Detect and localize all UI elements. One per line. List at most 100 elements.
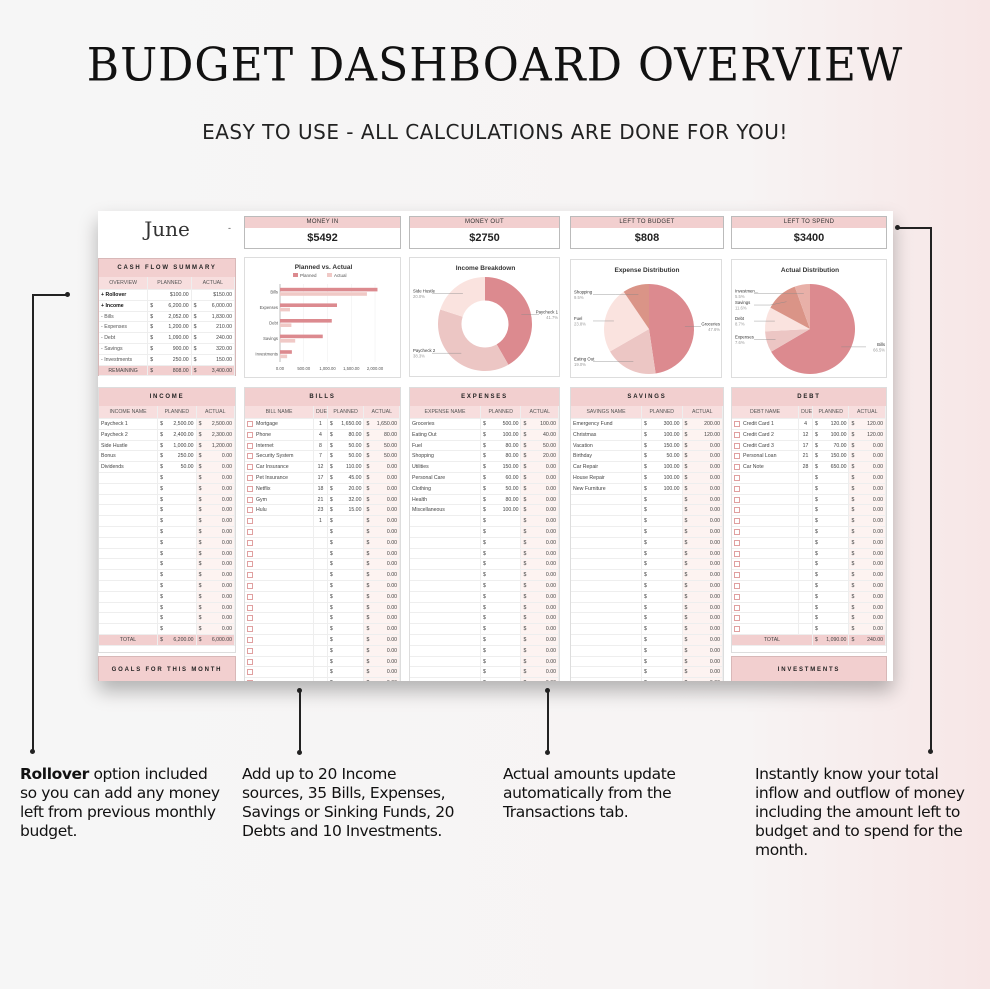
income-row[interactable]: $ $0.00	[99, 526, 235, 538]
bills-name-cell[interactable]	[245, 613, 315, 624]
savings-row[interactable]: $$0.00	[571, 570, 723, 581]
bills-name-cell[interactable]: Security System	[245, 451, 315, 462]
savings-row[interactable]: Christmas $100.00 $120.00	[571, 429, 723, 441]
savings-name-cell[interactable]	[571, 580, 643, 591]
debt-name-cell[interactable]: Personal Loan	[732, 451, 800, 462]
checkbox[interactable]	[247, 572, 253, 579]
bills-name-cell[interactable]	[245, 624, 315, 634]
income-name-cell[interactable]	[99, 624, 159, 634]
debt-row[interactable]: $ $0.00	[732, 472, 886, 484]
debt-row[interactable]: Credit Card 3 17 $70.00 $0.00	[732, 440, 886, 452]
expenses-name-cell[interactable]	[410, 570, 482, 580]
expenses-row[interactable]: Eating Out $100.00 $40.00	[410, 429, 559, 441]
bills-row[interactable]: Car Insurance 12 $110.00 $0.00	[245, 462, 400, 473]
bills-name-cell[interactable]	[245, 516, 315, 526]
checkbox[interactable]	[247, 680, 253, 681]
savings-row[interactable]: $$0.00	[571, 613, 723, 625]
debt-row[interactable]: Credit Card 1 4 $120.00 $120.00	[732, 419, 886, 430]
bills-row[interactable]: $$0.00	[245, 667, 400, 679]
bills-name-cell[interactable]	[245, 537, 315, 548]
checkbox[interactable]	[734, 518, 740, 525]
savings-row[interactable]: $$0.00	[571, 645, 723, 657]
income-row[interactable]: $ $0.00	[99, 494, 235, 506]
savings-row[interactable]: New Furniture $100.00 $0.00	[571, 483, 723, 495]
expenses-name-cell[interactable]	[410, 548, 482, 559]
checkbox[interactable]	[247, 496, 253, 503]
checkbox[interactable]	[247, 431, 253, 438]
savings-name-cell[interactable]	[571, 678, 643, 681]
debt-row[interactable]: $ $0.00	[732, 570, 886, 581]
checkbox[interactable]	[247, 485, 253, 492]
bills-row[interactable]: Pet Insurance 17 $45.00 $0.00	[245, 472, 400, 484]
savings-row[interactable]: $$0.00	[571, 526, 723, 538]
debt-row[interactable]: $ $0.00	[732, 548, 886, 560]
savings-row[interactable]: Car Repair $100.00 $0.00	[571, 462, 723, 473]
bills-row[interactable]: $$0.00	[245, 624, 400, 635]
expenses-name-cell[interactable]: Eating Out	[410, 429, 482, 440]
bills-name-cell[interactable]	[245, 678, 315, 681]
expenses-row[interactable]: Personal Care $60.00 $0.00	[410, 472, 559, 484]
savings-row[interactable]: $$0.00	[571, 537, 723, 549]
expenses-name-cell[interactable]: Clothing	[410, 483, 482, 494]
checkbox[interactable]	[734, 421, 740, 427]
expenses-row[interactable]: $$0.00	[410, 678, 559, 681]
bills-row[interactable]: $$0.00	[245, 580, 400, 592]
income-name-cell[interactable]	[99, 526, 159, 537]
bills-row[interactable]: Mortgage 1 $1,650.00 $1,650.00	[245, 419, 400, 430]
savings-name-cell[interactable]	[571, 516, 643, 526]
debt-name-cell[interactable]	[732, 483, 800, 494]
expenses-name-cell[interactable]	[410, 624, 482, 634]
income-name-cell[interactable]	[99, 472, 159, 483]
savings-row[interactable]: $$0.00	[571, 580, 723, 592]
checkbox[interactable]	[734, 496, 740, 503]
income-row[interactable]: $ $0.00	[99, 602, 235, 614]
income-name-cell[interactable]: Paycheck 2	[99, 429, 159, 440]
bills-name-cell[interactable]	[245, 580, 315, 591]
checkbox[interactable]	[734, 453, 740, 460]
income-row[interactable]: $ $0.00	[99, 548, 235, 560]
expenses-row[interactable]: Health $80.00 $0.00	[410, 494, 559, 506]
bills-row[interactable]: $$0.00	[245, 591, 400, 603]
debt-name-cell[interactable]	[732, 559, 800, 570]
checkbox[interactable]	[247, 669, 253, 676]
expenses-name-cell[interactable]: Personal Care	[410, 472, 482, 483]
savings-name-cell[interactable]	[571, 559, 643, 570]
expenses-name-cell[interactable]	[410, 580, 482, 591]
savings-row[interactable]: $$0.00	[571, 516, 723, 527]
expenses-row[interactable]: $$0.00	[410, 634, 559, 646]
bills-name-cell[interactable]: Car Insurance	[245, 462, 315, 472]
checkbox[interactable]	[247, 453, 253, 460]
income-row[interactable]: Bonus $250.00 $0.00	[99, 451, 235, 463]
income-row[interactable]: $ $0.00	[99, 483, 235, 495]
checkbox[interactable]	[734, 539, 740, 546]
bills-name-cell[interactable]	[245, 591, 315, 602]
savings-row[interactable]: $$0.00	[571, 678, 723, 681]
checkbox[interactable]	[247, 528, 253, 535]
checkbox[interactable]	[247, 658, 253, 665]
bills-row[interactable]: $$0.00	[245, 570, 400, 581]
income-name-cell[interactable]	[99, 505, 159, 516]
expenses-row[interactable]: $$0.00	[410, 570, 559, 581]
income-row[interactable]: $ $0.00	[99, 570, 235, 581]
income-row[interactable]: Dividends $50.00 $0.00	[99, 462, 235, 473]
savings-row[interactable]: $$0.00	[571, 494, 723, 506]
savings-row[interactable]: $$0.00	[571, 591, 723, 603]
bills-name-cell[interactable]	[245, 656, 315, 667]
income-row[interactable]: Side Hustle $1,000.00 $1,200.00	[99, 440, 235, 452]
bills-row[interactable]: Security System 7 $50.00 $50.00	[245, 451, 400, 463]
savings-name-cell[interactable]	[571, 667, 643, 678]
expenses-name-cell[interactable]: Groceries	[410, 419, 482, 429]
debt-name-cell[interactable]	[732, 505, 800, 516]
bills-name-cell[interactable]: Hulu	[245, 505, 315, 516]
expenses-row[interactable]: $$0.00	[410, 548, 559, 560]
expenses-row[interactable]: $$0.00	[410, 624, 559, 635]
expenses-row[interactable]: $$0.00	[410, 516, 559, 527]
bills-row[interactable]: $$0.00	[245, 645, 400, 657]
income-row[interactable]: $ $0.00	[99, 516, 235, 527]
expenses-name-cell[interactable]: Health	[410, 494, 482, 505]
bills-name-cell[interactable]	[245, 602, 315, 613]
expenses-row[interactable]: $$0.00	[410, 656, 559, 668]
income-row[interactable]: $ $0.00	[99, 613, 235, 625]
debt-name-cell[interactable]	[732, 516, 800, 526]
savings-name-cell[interactable]	[571, 591, 643, 602]
